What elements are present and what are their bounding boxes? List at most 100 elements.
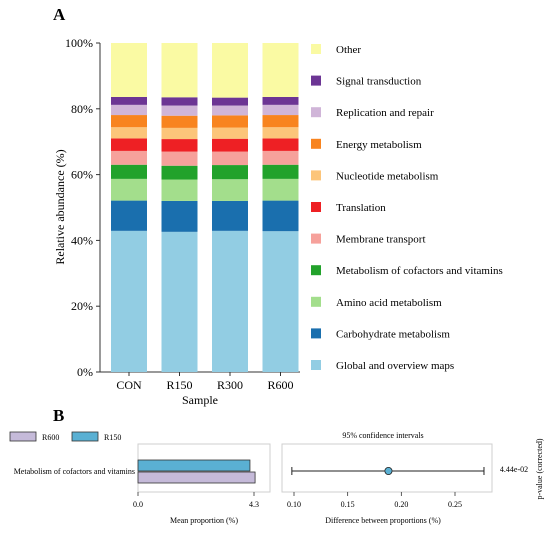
ci-axis-label: Difference between proportions (%) <box>325 516 441 525</box>
y-tick-label: 40% <box>71 233 93 247</box>
legend-item: Nucleotide metabolism <box>336 170 439 182</box>
legend-item: Signal transduction <box>336 76 422 88</box>
stacked-bars <box>111 43 299 372</box>
ci-tick-label: 0.20 <box>394 500 408 509</box>
bar-segment <box>212 97 248 106</box>
legend-swatch <box>311 170 321 181</box>
p-value: 4.44e-02 <box>500 465 528 474</box>
ci-point <box>384 466 393 475</box>
bar-segment <box>262 150 299 165</box>
bar-segment <box>111 230 147 372</box>
ci-panel-frame <box>281 443 493 493</box>
x-axis-label: Sample <box>182 393 218 407</box>
legend-swatch <box>311 233 321 244</box>
legend-item: Metabolism of cofactors and vitamins <box>336 265 503 277</box>
mean-tick-label: 0.0 <box>133 500 143 509</box>
bar-segment <box>111 127 147 139</box>
legend-swatch <box>311 138 321 149</box>
legend-item: Global and overview maps <box>336 360 454 372</box>
bar-segment <box>161 231 198 372</box>
mean-axis-label: Mean proportion (%) <box>170 516 238 525</box>
legend-item: Membrane transport <box>336 234 426 246</box>
b-legend: R600 R150 <box>9 431 121 442</box>
bar-segment <box>111 178 147 201</box>
mean-tick-label: 4.3 <box>249 500 259 509</box>
legend-item: Translation <box>336 202 386 214</box>
legend-item: Energy metabolism <box>336 139 422 151</box>
bar-segment <box>262 178 299 201</box>
legend-item: Replication and repair <box>336 107 434 119</box>
y-tick-label: 80% <box>71 102 93 116</box>
bar-segment <box>161 151 198 166</box>
bar-segment <box>161 105 198 116</box>
y-tick-label: 100% <box>65 36 93 50</box>
bar-segment <box>111 164 147 179</box>
bar-segment <box>212 138 248 152</box>
bar-segment <box>161 115 198 128</box>
bar-segment <box>111 104 147 116</box>
bar-segment <box>111 115 147 128</box>
bar-segment <box>262 164 299 179</box>
panel-a: A 0% 20% 40% 60% 80% 100% CON R150 R300 R600 Rel… <box>53 5 503 407</box>
bar-segment <box>161 97 198 106</box>
bar-segment <box>212 179 248 201</box>
bar-segment <box>161 139 198 152</box>
bar-segment <box>262 200 299 232</box>
bar-segment <box>262 138 299 151</box>
legend-swatch <box>311 265 321 276</box>
mean-bar <box>137 471 256 484</box>
y-tick-label: 20% <box>71 299 93 313</box>
ci-title: 95% confidence intervals <box>342 431 423 440</box>
bar-segment <box>212 200 248 231</box>
bar-segment <box>212 127 248 139</box>
bar-segment <box>212 115 248 128</box>
bar-segment <box>111 43 147 97</box>
b-legend-item: R150 <box>104 433 121 442</box>
bar-segment <box>262 231 299 372</box>
legend-swatch <box>311 360 321 370</box>
y-tick-label: 0% <box>77 365 93 379</box>
ci-tick-label: 0.15 <box>341 500 355 509</box>
legend-swatch <box>311 296 321 307</box>
x-tick-label: R300 <box>217 378 243 392</box>
x-tick-label: R600 <box>267 378 293 392</box>
bar-segment <box>161 179 198 201</box>
bar-segment <box>161 43 198 98</box>
legend-swatch <box>311 44 321 54</box>
bar-segment <box>161 165 198 180</box>
x-ticks: CON R150 R300 R600 <box>116 372 294 392</box>
legend-swatch <box>311 202 321 212</box>
p-value-axis-label: p-value (corrected) <box>535 438 544 499</box>
y-axis-label: Relative abundance (%) <box>53 149 67 264</box>
legend-swatch <box>311 328 321 339</box>
bar-segment <box>111 200 147 231</box>
legend: Other Signal transduction Replication and … <box>311 44 503 372</box>
bar-segment <box>212 43 248 98</box>
legend-item: Carbohydrate metabolism <box>336 328 450 340</box>
mean-bar <box>137 459 251 472</box>
ci-tick-label: 0.25 <box>448 500 462 509</box>
bar-segment <box>212 105 248 116</box>
y-ticks: 0% 20% 40% 60% 80% 100% <box>65 36 100 379</box>
bar-segment <box>111 138 147 151</box>
y-tick-label: 60% <box>71 168 93 182</box>
bar-segment <box>111 150 147 165</box>
b-legend-swatch <box>71 431 99 442</box>
x-tick-label: CON <box>116 378 142 392</box>
bar-segment <box>262 96 299 105</box>
panel-b-label: B <box>53 406 64 425</box>
bar-segment <box>111 96 147 105</box>
mean-bars: 0.0 4.3 <box>133 459 259 509</box>
bar-segment <box>161 127 198 140</box>
ci-plot: 0.10 0.15 0.20 0.25 <box>287 466 485 509</box>
legend-swatch <box>311 75 321 86</box>
legend-swatch <box>311 107 321 118</box>
bar-segment <box>161 200 198 232</box>
x-tick-label: R150 <box>166 378 192 392</box>
ci-tick-label: 0.10 <box>287 500 301 509</box>
legend-item: Amino acid metabolism <box>336 297 442 309</box>
b-legend-swatch <box>9 431 37 442</box>
bar-segment <box>262 104 299 116</box>
bar-segment <box>212 151 248 166</box>
